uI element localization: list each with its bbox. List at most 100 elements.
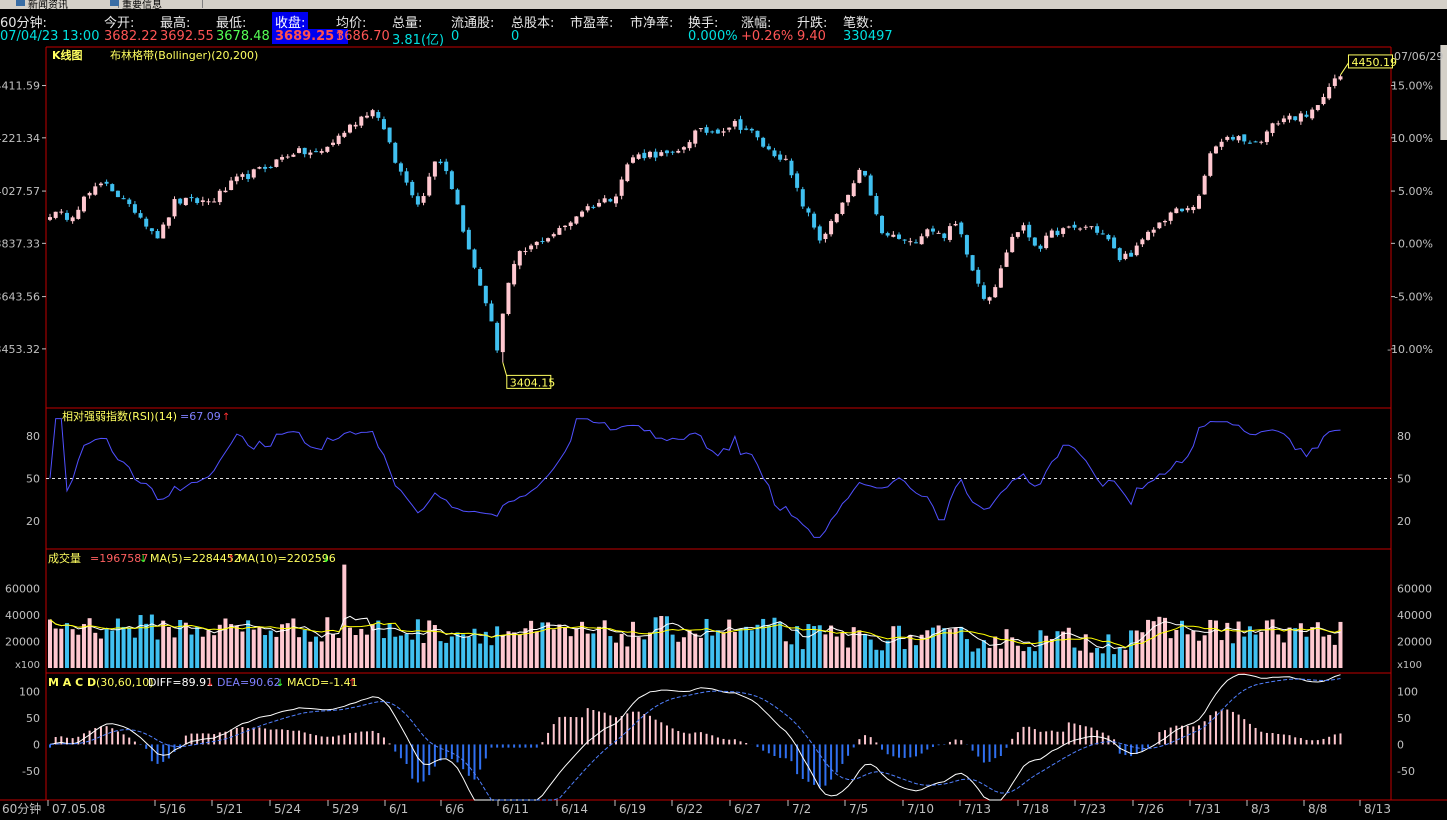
volume-bar: [87, 618, 92, 668]
pct-tick-label: 10.00%: [1391, 132, 1433, 145]
volume-bar: [1202, 635, 1207, 668]
volume-bar: [817, 625, 822, 668]
volume-bar: [693, 633, 698, 668]
candle-body: [557, 227, 562, 235]
quote-value: 9.40: [797, 29, 826, 44]
stock-chart[interactable]: 4411.59 15.00% 4221.34 10.00% 4027.57 5.00% 38…: [0, 45, 1447, 820]
volume-bar: [234, 625, 239, 668]
candle-body: [636, 154, 641, 159]
vol-down-icon: ↓: [139, 554, 147, 565]
candle-body: [738, 119, 743, 130]
vol-tick: 60000: [5, 582, 40, 595]
candle-body: [1151, 229, 1156, 233]
candle-body: [897, 234, 901, 239]
volume-bar: [749, 630, 754, 668]
candle-body: [704, 127, 709, 133]
candle-body: [1106, 234, 1111, 240]
rsi-tick: 80: [26, 430, 40, 443]
volume-bar: [308, 641, 313, 668]
candle-body: [53, 211, 58, 218]
volume-bar: [387, 623, 392, 668]
candle-body: [353, 124, 358, 127]
x-tick-label: 5/21: [216, 802, 243, 816]
candle-body: [166, 217, 171, 226]
candle-body: [1259, 141, 1264, 143]
x-tick-label: 5/29: [332, 802, 359, 816]
candle-body: [766, 146, 771, 150]
candle-body: [698, 128, 703, 130]
quote-value: 3678.48: [216, 29, 270, 44]
volume-bar: [580, 621, 585, 668]
candle-body: [1236, 136, 1241, 141]
volume-bar: [642, 639, 647, 668]
candle-body: [1327, 86, 1332, 99]
macd-diff-icon: ↓: [206, 678, 214, 689]
candle-body: [597, 202, 602, 207]
candle-body: [664, 150, 669, 154]
volume-bar: [653, 617, 658, 668]
candle-body: [563, 225, 568, 228]
candle-body: [217, 190, 222, 203]
volume-bar: [619, 633, 624, 668]
volume-bar: [1083, 634, 1088, 668]
candle-body: [783, 158, 788, 160]
candle-body: [64, 212, 69, 220]
volume-bar: [274, 636, 279, 668]
volume-bar: [885, 640, 890, 668]
volume-bar: [891, 626, 896, 668]
scrollbar[interactable]: [1440, 45, 1447, 140]
candle-body: [1134, 245, 1139, 256]
candle-body: [676, 150, 681, 153]
candle-body: [993, 287, 998, 298]
candle-body: [1032, 237, 1037, 246]
candle-body: [806, 208, 811, 213]
volume-bar: [1157, 616, 1162, 668]
volume-bar: [947, 629, 952, 668]
volume-bar: [432, 625, 437, 668]
volume-bar: [987, 647, 992, 668]
rsi-tick: 50: [26, 473, 40, 486]
candle-body: [229, 180, 234, 191]
low-label: 3404.15: [510, 376, 556, 389]
quote-value: 3686.70: [336, 29, 390, 44]
volume-bar: [1055, 631, 1060, 668]
volume-bar: [534, 631, 539, 668]
volume-bar: [291, 618, 296, 668]
quote-label: 升跌:: [797, 16, 828, 31]
macd-dea: DEA=90.62: [217, 676, 281, 689]
candle-body: [1213, 146, 1218, 154]
volume-bar: [483, 631, 488, 668]
candle-body: [885, 233, 890, 236]
volume-bar: [1061, 631, 1066, 668]
menu-tab-important[interactable]: 重要信息: [108, 0, 203, 9]
kline-title: K线图: [52, 48, 83, 62]
volume-bar: [189, 634, 194, 668]
volume-bar: [591, 633, 596, 668]
volume-bar: [257, 626, 262, 668]
candle-body: [127, 199, 132, 205]
volume-bar: [789, 644, 794, 668]
x-tick-label: 5/16: [159, 802, 186, 816]
candle-body: [659, 152, 664, 156]
candle-body: [1055, 230, 1060, 236]
x-tick-label: 7/13: [964, 802, 991, 816]
candle-body: [483, 285, 488, 304]
candle-body: [336, 135, 341, 144]
candle-body: [1338, 76, 1343, 80]
volume-bar: [212, 635, 217, 668]
pct-tick-label: 0.00%: [1398, 237, 1433, 250]
volume-bar: [121, 626, 126, 668]
candle-body: [568, 222, 573, 227]
x-tick-label: 6/6: [445, 802, 464, 816]
pct-tick-label: 5.00%: [1398, 185, 1433, 198]
menu-tab-news[interactable]: 新闻资讯: [14, 0, 119, 9]
candle-body: [829, 221, 834, 235]
volume-bar: [1304, 636, 1309, 668]
candle-body: [1038, 245, 1043, 249]
quote-label: 总量:: [392, 16, 423, 31]
volume-bar: [1151, 621, 1156, 668]
volume-bar: [495, 626, 500, 668]
x-tick-label: 8/3: [1251, 802, 1270, 816]
volume-bar: [81, 624, 86, 668]
volume-bar: [314, 636, 319, 668]
